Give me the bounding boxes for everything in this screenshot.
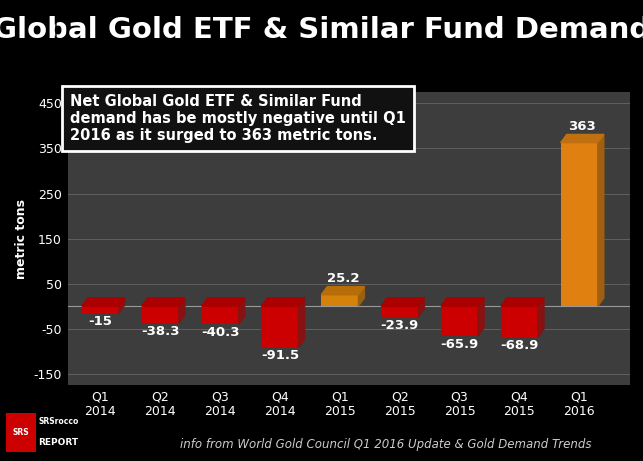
Text: Net Global Gold ETF & Similar Fund
demand has be mostly negative until Q1
2016 a: Net Global Gold ETF & Similar Fund deman… [70, 94, 406, 143]
Polygon shape [418, 298, 424, 317]
Bar [381, 306, 418, 317]
Polygon shape [298, 298, 305, 347]
Bar [82, 306, 119, 313]
Text: SRSrocco: SRSrocco [38, 417, 78, 426]
Bar [501, 306, 538, 337]
Polygon shape [358, 287, 365, 306]
Polygon shape [561, 135, 604, 142]
Polygon shape [82, 298, 125, 306]
Text: 🏅: 🏅 [53, 16, 69, 40]
Polygon shape [598, 135, 604, 306]
Text: -91.5: -91.5 [261, 349, 299, 362]
Polygon shape [441, 298, 484, 306]
Text: Global Gold ETF & Similar Fund Demand: Global Gold ETF & Similar Fund Demand [0, 16, 643, 44]
Text: 25.2: 25.2 [327, 272, 359, 285]
Bar [441, 306, 478, 336]
Polygon shape [179, 298, 185, 323]
Bar [202, 306, 239, 324]
FancyBboxPatch shape [6, 413, 35, 452]
Polygon shape [478, 298, 484, 336]
Polygon shape [239, 298, 245, 324]
Text: -15: -15 [89, 315, 113, 328]
Polygon shape [538, 298, 544, 337]
Text: -23.9: -23.9 [381, 319, 419, 331]
Text: SRS: SRS [13, 428, 30, 437]
Text: -65.9: -65.9 [440, 337, 478, 351]
Polygon shape [262, 298, 305, 306]
Bar [141, 306, 179, 323]
Bar [561, 142, 598, 306]
Text: REPORT: REPORT [38, 438, 78, 447]
Text: -40.3: -40.3 [201, 326, 239, 339]
Text: 363: 363 [568, 120, 596, 133]
Bar [262, 306, 298, 347]
Polygon shape [322, 287, 365, 295]
Polygon shape [202, 298, 245, 306]
Text: -68.9: -68.9 [500, 339, 539, 352]
Bar [322, 295, 358, 306]
Polygon shape [381, 298, 424, 306]
Polygon shape [119, 298, 125, 313]
Polygon shape [141, 298, 185, 306]
Text: info from World Gold Council Q1 2016 Update & Gold Demand Trends: info from World Gold Council Q1 2016 Upd… [180, 438, 592, 451]
Polygon shape [501, 298, 544, 306]
Text: -38.3: -38.3 [141, 325, 179, 338]
Y-axis label: metric tons: metric tons [15, 199, 28, 278]
